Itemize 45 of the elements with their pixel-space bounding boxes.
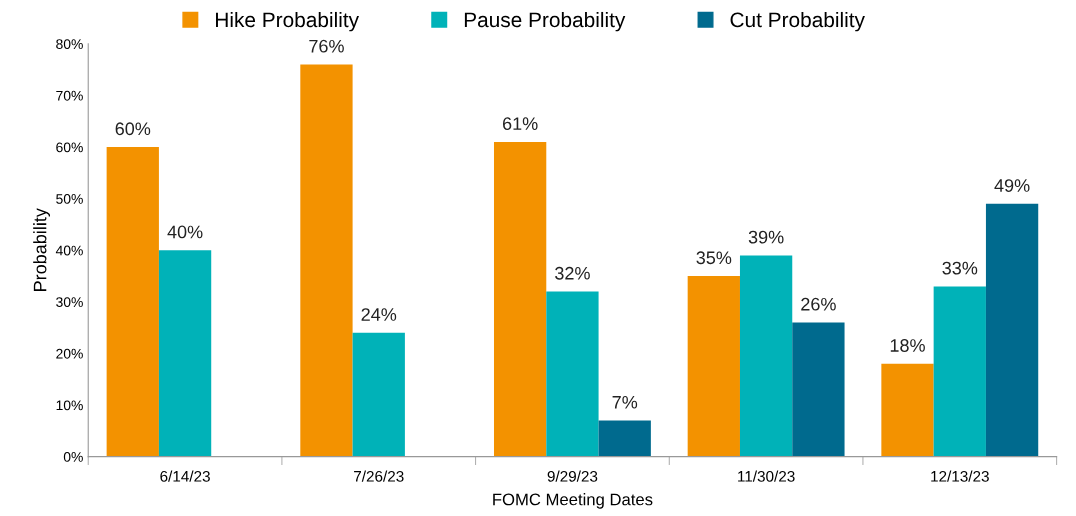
data-label: 7% (612, 395, 638, 409)
bar (598, 420, 651, 457)
data-label: 33% (942, 261, 978, 275)
data-label: 76% (309, 39, 344, 53)
x-tick-label: 9/29/23 (547, 470, 598, 482)
data-label: 18% (890, 339, 925, 352)
bar (493, 141, 547, 457)
y-tick-label: 70% (56, 90, 83, 101)
y-tick-label: 20% (56, 348, 83, 359)
y-tick-label: 0% (63, 451, 83, 462)
bar (881, 363, 934, 457)
data-label: 32% (555, 266, 590, 280)
bar (300, 64, 353, 457)
x-tick-label: 11/30/23 (738, 470, 795, 482)
y-tick-label: 30% (56, 297, 83, 308)
data-label: 61% (502, 117, 538, 130)
x-tick-label: 12/13/23 (931, 470, 989, 482)
bar (546, 291, 599, 457)
bar (352, 332, 405, 457)
bar (687, 276, 740, 457)
y-axis-title: Probability (33, 208, 51, 291)
x-tick-label: 6/14/23 (160, 470, 210, 482)
data-label: 40% (167, 225, 203, 239)
y-tick-label: 80% (56, 39, 83, 50)
x-tick-label: 7/26/23 (354, 470, 404, 482)
data-label: 24% (361, 308, 397, 321)
x-axis-title: FOMC Meeting Dates (493, 493, 653, 509)
bar (933, 286, 986, 457)
y-tick-label: 50% (56, 193, 83, 204)
data-label: 35% (696, 251, 732, 265)
bar (792, 322, 845, 457)
legend-label: Cut Probability (730, 11, 865, 32)
bar (985, 203, 1039, 457)
y-tick-label: 40% (55, 245, 83, 256)
y-tick-label: 60% (56, 142, 83, 153)
legend-label: Hike Probability (216, 11, 359, 32)
data-label: 60% (115, 122, 151, 136)
bar (106, 147, 159, 457)
legend-label: Pause Probability (464, 11, 626, 32)
data-label: 49% (994, 179, 1030, 192)
y-tick-label: 10% (56, 400, 83, 411)
data-label: 26% (801, 297, 836, 311)
bar (158, 250, 212, 457)
data-label: 39% (748, 230, 784, 244)
bar (739, 255, 793, 457)
